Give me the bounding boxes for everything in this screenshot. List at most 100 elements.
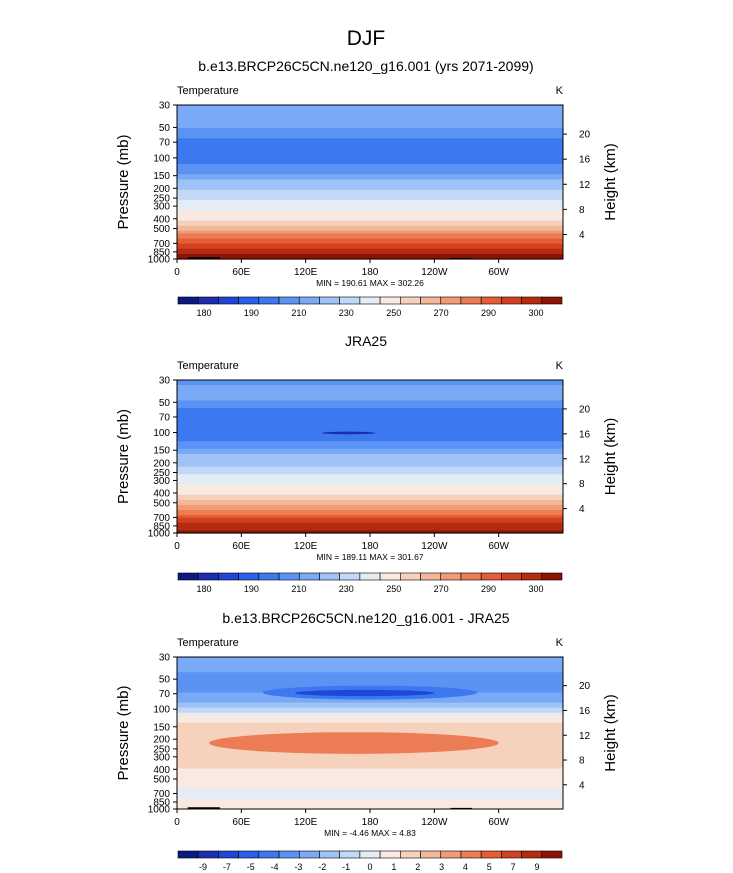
colorbar-box bbox=[521, 850, 543, 859]
contour-band bbox=[177, 171, 563, 175]
contour-band bbox=[177, 682, 563, 686]
x-tick-label: 180 bbox=[362, 267, 379, 278]
colorbar-box bbox=[420, 296, 442, 305]
colorbar-box bbox=[420, 572, 442, 581]
colorbar-box bbox=[319, 296, 340, 305]
contour-band bbox=[177, 781, 563, 785]
y-axis-label: Pressure (mb) bbox=[115, 134, 132, 229]
contour-band bbox=[177, 423, 563, 427]
y-tick-label: 250 bbox=[153, 194, 170, 205]
contour-band bbox=[177, 105, 563, 109]
contour-band bbox=[177, 207, 563, 211]
contour-band bbox=[177, 143, 563, 147]
min-max-stats: MIN = 190.61 MAX = 302.26 bbox=[316, 278, 424, 288]
colorbar-label: 5 bbox=[487, 862, 492, 872]
colorbar: -9 -7 -5 -4 -3 -2 -1 0 1 2 3 4 5 7 9 bbox=[177, 850, 563, 872]
min-max-stats: MIN = 189.11 MAX = 301.67 bbox=[316, 552, 423, 562]
y-tick-label: 50 bbox=[159, 675, 171, 686]
colorbar-box bbox=[258, 850, 280, 859]
y-tick-label: 400 bbox=[153, 214, 170, 225]
colorbar-label: 9 bbox=[534, 862, 539, 872]
y2-tick-label: 20 bbox=[579, 681, 591, 692]
contour-band bbox=[177, 225, 563, 229]
y-tick-label: 400 bbox=[153, 765, 170, 776]
y-tick-label: 150 bbox=[153, 446, 170, 457]
y2-tick-label: 20 bbox=[579, 130, 591, 141]
contour-band bbox=[177, 395, 563, 399]
colorbar-label: 2 bbox=[415, 862, 420, 872]
contour-band bbox=[177, 522, 563, 526]
contour-field bbox=[177, 380, 563, 534]
contour-band bbox=[177, 763, 563, 767]
contour-band bbox=[177, 788, 563, 792]
y-tick-label: 250 bbox=[153, 468, 170, 479]
contour-band bbox=[177, 189, 563, 193]
contour-field bbox=[177, 105, 563, 260]
topography-mask bbox=[187, 807, 220, 809]
contour-band bbox=[177, 717, 563, 721]
y-tick-label: 70 bbox=[159, 138, 171, 149]
contour-band bbox=[177, 725, 563, 729]
y-tick-label: 850 bbox=[153, 247, 170, 258]
contour-band bbox=[177, 702, 563, 706]
contour-band bbox=[177, 474, 563, 478]
y-tick-label: 500 bbox=[153, 498, 170, 509]
colorbar-box bbox=[197, 296, 219, 305]
contour-band bbox=[177, 786, 563, 790]
contour-band bbox=[177, 796, 563, 800]
colorbar-box bbox=[197, 850, 219, 859]
y-tick-label: 700 bbox=[153, 513, 170, 524]
y2-tick-label: 16 bbox=[579, 706, 591, 717]
contour-band bbox=[177, 223, 563, 227]
contour-band bbox=[177, 128, 563, 132]
colorbar-box bbox=[298, 296, 320, 305]
contour-band bbox=[177, 700, 563, 704]
contour-band bbox=[177, 182, 563, 186]
contour-band bbox=[177, 489, 563, 493]
contour-band bbox=[177, 667, 563, 671]
contour-field bbox=[177, 657, 563, 810]
panel-units-label: K bbox=[556, 637, 564, 649]
x-tick-label: 120W bbox=[421, 541, 448, 552]
contour-band bbox=[177, 158, 563, 163]
colorbar-label: -4 bbox=[271, 862, 279, 872]
colorbar-box bbox=[460, 296, 482, 305]
contour-band bbox=[177, 387, 563, 391]
colorbar-box bbox=[359, 296, 381, 305]
contour-band bbox=[177, 428, 563, 432]
contour-band bbox=[177, 385, 563, 389]
contour-anomaly bbox=[294, 689, 435, 697]
contour-band bbox=[177, 801, 563, 805]
contour-band bbox=[177, 466, 563, 470]
x-tick-label: 60E bbox=[232, 267, 250, 278]
x-tick-label: 180 bbox=[362, 541, 379, 552]
y-tick-label: 850 bbox=[153, 521, 170, 532]
contour-band bbox=[177, 512, 563, 516]
y-tick-label: 30 bbox=[159, 376, 171, 387]
colorbar-box bbox=[541, 850, 563, 859]
colorbar-box bbox=[379, 850, 401, 859]
colorbar-box bbox=[440, 850, 462, 859]
colorbar-label: 210 bbox=[291, 308, 306, 318]
colorbar-box bbox=[359, 850, 381, 859]
y2-axis-label: Height (km) bbox=[602, 694, 619, 772]
y-tick-label: 70 bbox=[159, 412, 171, 423]
contour-band bbox=[177, 657, 563, 661]
topography-mask bbox=[187, 257, 220, 259]
colorbar-label: -7 bbox=[223, 862, 231, 872]
contour-band bbox=[177, 758, 563, 762]
contour-band bbox=[177, 482, 563, 486]
contour-band bbox=[177, 164, 563, 168]
contour-anomaly bbox=[321, 431, 376, 435]
x-tick-label: 120E bbox=[294, 817, 318, 828]
contour-band bbox=[177, 771, 563, 775]
contour-band bbox=[177, 390, 563, 394]
contour-band bbox=[177, 436, 563, 440]
colorbar-box bbox=[400, 572, 421, 581]
contour-band bbox=[177, 517, 563, 521]
contour-band bbox=[177, 525, 563, 529]
contour-band bbox=[177, 117, 563, 121]
contour-band bbox=[177, 397, 563, 401]
contour-band bbox=[177, 722, 563, 726]
